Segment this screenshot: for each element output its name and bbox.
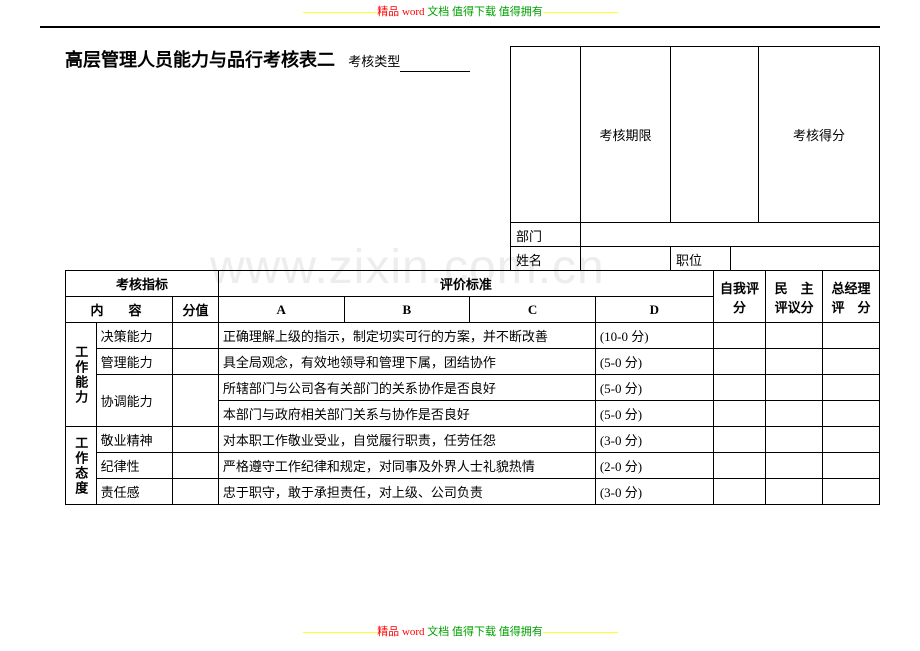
table-row: 工作能力 决策能力 正确理解上级的指示，制定切实可行的方案，并不断改善 (10-… xyxy=(66,323,880,349)
row-points: (5-0 分) xyxy=(595,375,713,401)
banner-text: 精品 word 文档 值得下载 值得拥有 xyxy=(377,623,543,639)
row-points: (10-0 分) xyxy=(595,323,713,349)
table-row: 纪律性 严格遵守工作纪律和规定，对同事及外界人士礼貌热情 (2-0 分) xyxy=(66,453,880,479)
info-empty-1 xyxy=(511,47,581,222)
cell-dem xyxy=(766,401,823,427)
row-name: 责任感 xyxy=(96,479,172,505)
row-score xyxy=(173,375,219,427)
main-title: 高层管理人员能力与品行考核表二 xyxy=(65,50,335,70)
header-score: 分值 xyxy=(173,297,219,323)
position-value xyxy=(731,247,879,270)
banner-dash-left: ---------------------------- xyxy=(303,626,378,638)
cell-self xyxy=(713,375,765,401)
header-c: C xyxy=(470,297,596,323)
info-box: 考核期限 考核得分 部门 姓名 职位 xyxy=(510,46,880,270)
row-points: (2-0 分) xyxy=(595,453,713,479)
header-criteria: 评价标准 xyxy=(218,271,713,297)
header-gm: 总经理评 分 xyxy=(823,271,880,323)
row-points: (5-0 分) xyxy=(595,349,713,375)
cell-gm xyxy=(823,323,880,349)
header-democratic: 民 主评议分 xyxy=(766,271,823,323)
row-points: (3-0 分) xyxy=(595,427,713,453)
table-row: 工作态度 敬业精神 对本职工作敬业受业，自觉履行职责，任劳任怨 (3-0 分) xyxy=(66,427,880,453)
row-criteria: 严格遵守工作纪律和规定，对同事及外界人士礼貌热情 xyxy=(218,453,595,479)
row-score xyxy=(173,323,219,349)
table-row: 协调能力 所辖部门与公司各有关部门的关系协作是否良好 (5-0 分) xyxy=(66,375,880,401)
top-banner: ----------------------------精品 word 文档 值… xyxy=(200,0,720,22)
row-score xyxy=(173,453,219,479)
info-empty-2 xyxy=(671,47,759,222)
row-name: 决策能力 xyxy=(96,323,172,349)
row-score xyxy=(173,479,219,505)
cell-dem xyxy=(766,427,823,453)
header-content: 内 容 xyxy=(66,297,173,323)
position-label: 职位 xyxy=(671,247,731,270)
row-score xyxy=(173,427,219,453)
row-points: (5-0 分) xyxy=(595,401,713,427)
name-value xyxy=(581,247,671,270)
cell-self xyxy=(713,323,765,349)
table-row: 管理能力 具全局观念，有效地领导和管理下属，团结协作 (5-0 分) xyxy=(66,349,880,375)
row-score xyxy=(173,349,219,375)
cell-gm xyxy=(823,427,880,453)
banner-dash-left: ---------------------------- xyxy=(303,6,378,18)
name-label: 姓名 xyxy=(511,247,581,270)
cell-self xyxy=(713,401,765,427)
evaluation-table: 考核指标 评价标准 自我评分 民 主评议分 总经理评 分 内 容 分值 A B … xyxy=(65,270,880,505)
row-points: (3-0 分) xyxy=(595,479,713,505)
cell-self xyxy=(713,427,765,453)
type-underline xyxy=(400,58,470,72)
cell-gm xyxy=(823,401,880,427)
row-name: 管理能力 xyxy=(96,349,172,375)
cell-dem xyxy=(766,349,823,375)
dept-label: 部门 xyxy=(511,223,581,246)
row-name: 协调能力 xyxy=(96,375,172,427)
cell-dem xyxy=(766,323,823,349)
header-b: B xyxy=(344,297,470,323)
cell-dem xyxy=(766,479,823,505)
cell-dem xyxy=(766,453,823,479)
type-label: 考核类型 xyxy=(348,54,400,69)
group-work-attitude: 工作态度 xyxy=(66,427,97,505)
cell-self xyxy=(713,349,765,375)
header-indicator: 考核指标 xyxy=(66,271,219,297)
row-criteria: 忠于职守，敢于承担责任，对上级、公司负责 xyxy=(218,479,595,505)
row-name: 敬业精神 xyxy=(96,427,172,453)
table-row: 责任感 忠于职守，敢于承担责任，对上级、公司负责 (3-0 分) xyxy=(66,479,880,505)
row-criteria: 所辖部门与公司各有关部门的关系协作是否良好 xyxy=(218,375,595,401)
dept-value xyxy=(581,223,879,246)
cell-dem xyxy=(766,375,823,401)
banner-dash-right: ---------------------------- xyxy=(543,626,618,638)
row-criteria: 对本职工作敬业受业，自觉履行职责，任劳任怨 xyxy=(218,427,595,453)
score-label: 考核得分 xyxy=(759,47,879,222)
title-area: 高层管理人员能力与品行考核表二 考核类型 xyxy=(65,46,510,270)
header-d: D xyxy=(595,297,713,323)
period-label: 考核期限 xyxy=(581,47,671,222)
cell-gm xyxy=(823,453,880,479)
header-self: 自我评分 xyxy=(713,271,765,323)
cell-gm xyxy=(823,479,880,505)
group-work-ability: 工作能力 xyxy=(66,323,97,427)
row-criteria: 正确理解上级的指示，制定切实可行的方案，并不断改善 xyxy=(218,323,595,349)
row-criteria: 本部门与政府相关部门关系与协作是否良好 xyxy=(218,401,595,427)
banner-dash-right: ---------------------------- xyxy=(543,6,618,18)
bottom-banner: ----------------------------精品 word 文档 值… xyxy=(0,623,920,639)
cell-gm xyxy=(823,349,880,375)
row-name: 纪律性 xyxy=(96,453,172,479)
header-a: A xyxy=(218,297,344,323)
cell-gm xyxy=(823,375,880,401)
cell-self xyxy=(713,453,765,479)
cell-self xyxy=(713,479,765,505)
row-criteria: 具全局观念，有效地领导和管理下属，团结协作 xyxy=(218,349,595,375)
banner-text: 精品 word 文档 值得下载 值得拥有 xyxy=(377,3,543,19)
